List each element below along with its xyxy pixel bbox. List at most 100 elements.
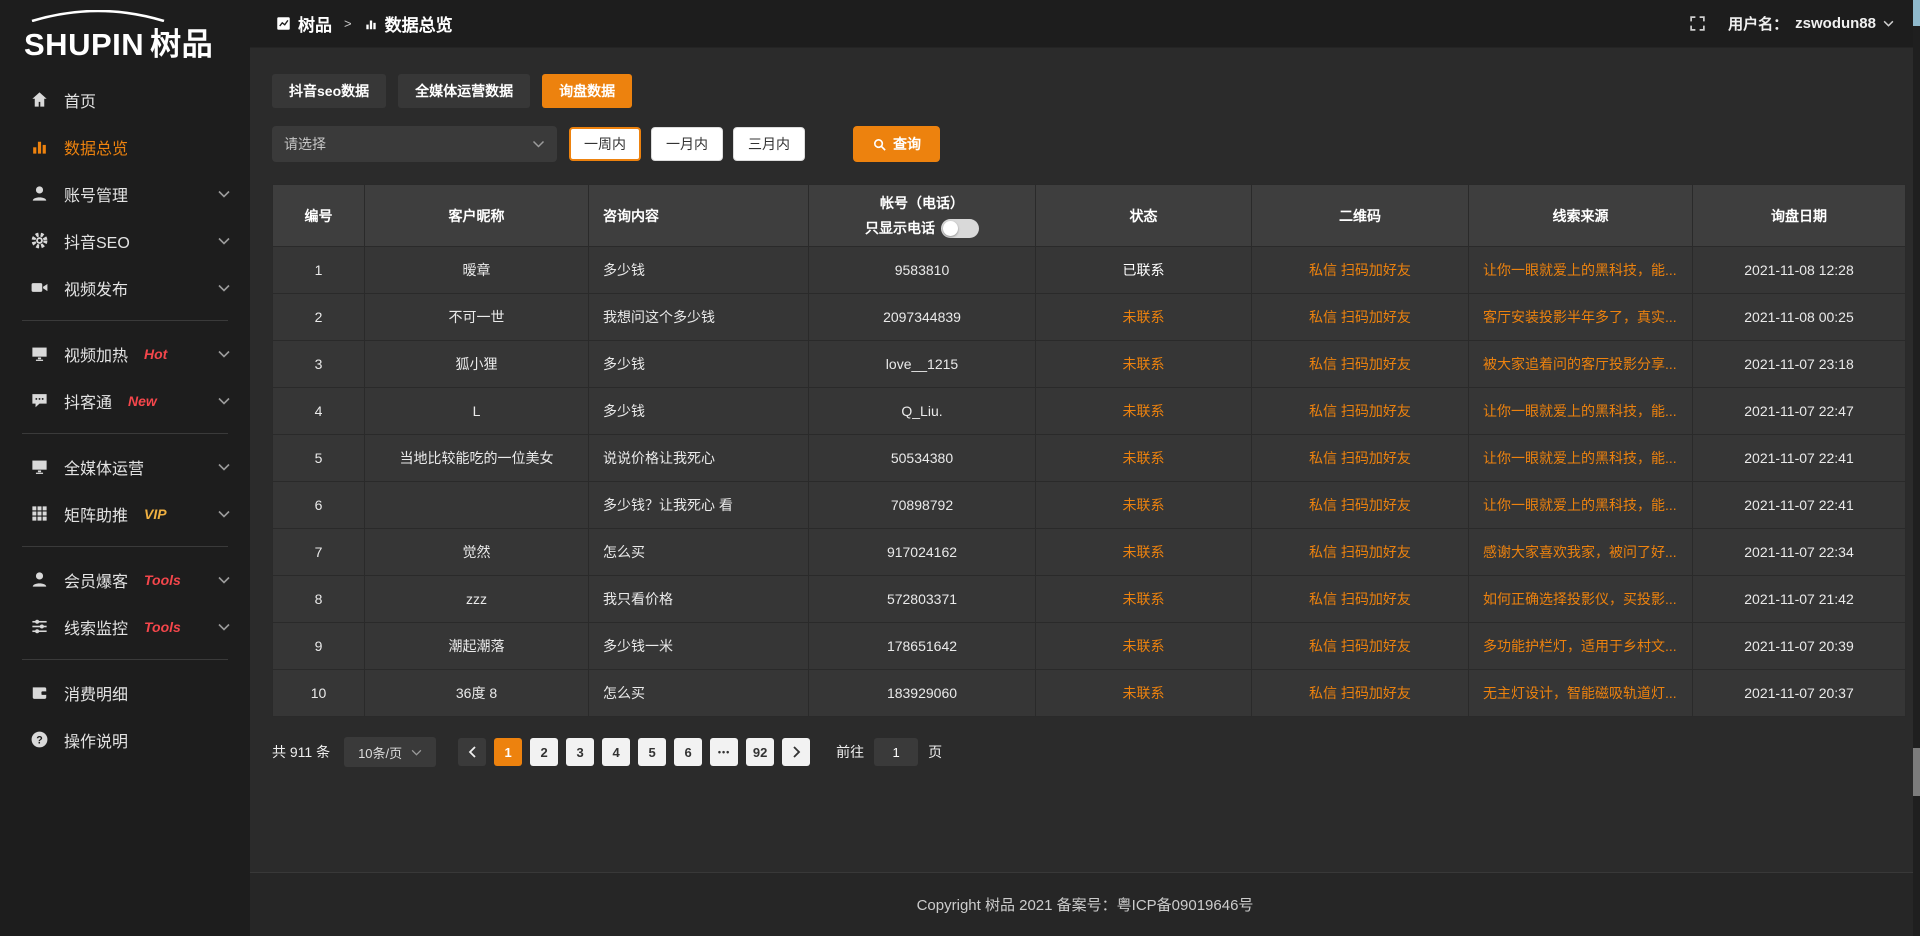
sidebar-item-accounts[interactable]: 账号管理 bbox=[0, 170, 250, 217]
source-link[interactable]: 无主灯设计，智能磁吸轨道灯... bbox=[1483, 685, 1677, 701]
page-number-button[interactable]: 4 bbox=[602, 738, 631, 766]
sidebar-item-matrix-boost[interactable]: 矩阵助推 VIP bbox=[0, 490, 250, 537]
sidebar-item-member-burst[interactable]: 会员爆客 Tools bbox=[0, 556, 250, 603]
sidebar-item-lead-monitor[interactable]: 线索监控 Tools bbox=[0, 603, 250, 650]
cell-account: 50534380 bbox=[808, 434, 1036, 482]
scrollbar-thumb-secondary[interactable] bbox=[1913, 748, 1920, 796]
range-button[interactable]: 一月内 bbox=[651, 127, 723, 161]
cell-nickname bbox=[364, 481, 589, 529]
filter-select[interactable]: 请选择 bbox=[272, 126, 557, 162]
phone-only-toggle[interactable] bbox=[941, 218, 979, 238]
logo-text: SHUPIN 树品 bbox=[24, 27, 214, 62]
video-camera-icon bbox=[30, 278, 49, 297]
footer: Copyright 树品 2021 备案号：粤ICP备09019646号 bbox=[250, 872, 1920, 936]
cell-date: 2021-11-07 22:41 bbox=[1692, 481, 1906, 529]
sidebar-item-douketong[interactable]: 抖客通 New bbox=[0, 377, 250, 424]
qrcode-links[interactable]: 私信 扫码加好友 bbox=[1309, 403, 1411, 419]
range-button[interactable]: 一周内 bbox=[569, 127, 641, 161]
range-buttons: 一周内 一月内 三月内 bbox=[569, 127, 805, 161]
table-row: 5 当地比较能吃的一位美女 说说价格让我死心 50534380 未联系 私信 扫… bbox=[272, 434, 1906, 482]
source-link[interactable]: 如何正确选择投影仪，买投影... bbox=[1483, 591, 1677, 607]
cell-id: 6 bbox=[272, 481, 365, 529]
tab[interactable]: 抖音seo数据 bbox=[272, 74, 387, 108]
range-button[interactable]: 三月内 bbox=[733, 127, 805, 161]
source-link[interactable]: 被大家追着问的客厅投影分享... bbox=[1483, 356, 1677, 372]
cell-account: Q_Liu. bbox=[808, 387, 1036, 435]
cell-content: 多少钱？让我死心 看 bbox=[588, 481, 809, 529]
sidebar-item-video-publish[interactable]: 视频发布 bbox=[0, 264, 250, 311]
cell-status: 未联系 bbox=[1035, 575, 1252, 623]
qrcode-links[interactable]: 私信 扫码加好友 bbox=[1309, 497, 1411, 513]
status-badge: 未联系 bbox=[1122, 450, 1165, 466]
qrcode-links[interactable]: 私信 扫码加好友 bbox=[1309, 544, 1411, 560]
source-link[interactable]: 让你一眼就爱上的黑科技，能... bbox=[1483, 403, 1677, 419]
logo[interactable]: SHUPIN 树品 bbox=[0, 6, 250, 66]
qrcode-links[interactable]: 私信 扫码加好友 bbox=[1309, 450, 1411, 466]
sidebar-divider bbox=[22, 659, 228, 660]
column-header-date: 询盘日期 bbox=[1692, 184, 1906, 247]
page-number-button[interactable]: 1 bbox=[494, 738, 523, 766]
sidebar-divider bbox=[22, 320, 228, 321]
status-badge: 未联系 bbox=[1122, 403, 1165, 419]
qrcode-links[interactable]: 私信 扫码加好友 bbox=[1309, 262, 1411, 278]
sidebar-divider bbox=[22, 433, 228, 434]
tab[interactable]: 询盘数据 bbox=[542, 74, 633, 108]
qrcode-links[interactable]: 私信 扫码加好友 bbox=[1309, 685, 1411, 701]
inquiry-table: 编号 客户昵称 咨询内容 帐号（电话） 只显示电话 状态 二维码 线索来源 bbox=[272, 184, 1906, 717]
hot-badge: Hot bbox=[144, 345, 168, 362]
source-link[interactable]: 让你一眼就爱上的黑科技，能... bbox=[1483, 497, 1677, 513]
next-page-button[interactable] bbox=[782, 738, 811, 766]
fullscreen-icon[interactable] bbox=[1689, 15, 1706, 32]
cell-source: 让你一眼就爱上的黑科技，能... bbox=[1468, 246, 1693, 294]
scrollbar-thumb[interactable] bbox=[1913, 0, 1920, 26]
status-badge: 未联系 bbox=[1122, 544, 1165, 560]
page-size-select[interactable]: 10条/页 bbox=[344, 737, 437, 767]
source-link[interactable]: 客厅安装投影半年多了，真实... bbox=[1483, 309, 1677, 325]
page-number-button[interactable]: 6 bbox=[674, 738, 703, 766]
chevron-down-icon bbox=[1883, 20, 1894, 27]
svg-text:?: ? bbox=[36, 734, 43, 746]
qrcode-links[interactable]: 私信 扫码加好友 bbox=[1309, 638, 1411, 654]
sidebar-item-video-heat[interactable]: 视频加热 Hot bbox=[0, 330, 250, 377]
page-number-button[interactable]: 92 bbox=[746, 738, 775, 766]
page-number-button[interactable]: ••• bbox=[710, 738, 739, 766]
cell-account: love__1215 bbox=[808, 340, 1036, 388]
filter-bar: 请选择 一周内 一月内 三月内 查询 bbox=[272, 126, 1905, 162]
chevron-down-icon bbox=[218, 284, 230, 292]
page-number-button[interactable]: 2 bbox=[530, 738, 559, 766]
chevron-down-icon bbox=[218, 623, 230, 631]
source-link[interactable]: 让你一眼就爱上的黑科技，能... bbox=[1483, 262, 1677, 278]
page-number-button[interactable]: 5 bbox=[638, 738, 667, 766]
sidebar-item-home[interactable]: 首页 bbox=[0, 76, 250, 123]
question-circle-icon: ? bbox=[30, 730, 49, 749]
source-link[interactable]: 让你一眼就爱上的黑科技，能... bbox=[1483, 450, 1677, 466]
main-area: 树品 > 数据总览 用户名： zswodun88 抖音seo数据 全媒体运营数 bbox=[250, 0, 1920, 936]
qrcode-links[interactable]: 私信 扫码加好友 bbox=[1309, 356, 1411, 372]
user-menu[interactable]: 用户名： zswodun88 bbox=[1728, 13, 1894, 34]
user-icon bbox=[30, 570, 49, 589]
sidebar-item-douyin-seo[interactable]: 抖音SEO bbox=[0, 217, 250, 264]
sidebar-item-dashboard[interactable]: 数据总览 bbox=[0, 123, 250, 170]
cell-content: 多少钱一米 bbox=[588, 622, 809, 670]
qrcode-links[interactable]: 私信 扫码加好友 bbox=[1309, 591, 1411, 607]
source-link[interactable]: 多功能护栏灯，适用于乡村文... bbox=[1483, 638, 1677, 654]
search-button[interactable]: 查询 bbox=[853, 126, 940, 162]
sidebar-item-help[interactable]: ? 操作说明 bbox=[0, 716, 250, 763]
cell-status: 未联系 bbox=[1035, 340, 1252, 388]
qrcode-links[interactable]: 私信 扫码加好友 bbox=[1309, 309, 1411, 325]
pagination: 共 911 条 10条/页 1 2 3 4 5 6 ••• 92 前往 bbox=[272, 737, 1905, 767]
breadcrumb-root[interactable]: 树品 bbox=[298, 16, 332, 35]
goto-page-input[interactable] bbox=[874, 738, 919, 766]
cell-id: 5 bbox=[272, 434, 365, 482]
cell-content: 多少钱 bbox=[588, 340, 809, 388]
tab[interactable]: 全媒体运营数据 bbox=[398, 74, 531, 108]
source-link[interactable]: 感谢大家喜欢我家，被问了好... bbox=[1483, 544, 1677, 560]
scrollbar[interactable] bbox=[1913, 0, 1920, 936]
sidebar-item-omnimedia[interactable]: 全媒体运营 bbox=[0, 443, 250, 490]
sidebar-item-spend-detail[interactable]: 消费明细 bbox=[0, 669, 250, 716]
prev-page-button[interactable] bbox=[458, 738, 487, 766]
page-number-button[interactable]: 3 bbox=[566, 738, 595, 766]
cell-id: 3 bbox=[272, 340, 365, 388]
cell-qrcode: 私信 扫码加好友 bbox=[1251, 528, 1469, 576]
